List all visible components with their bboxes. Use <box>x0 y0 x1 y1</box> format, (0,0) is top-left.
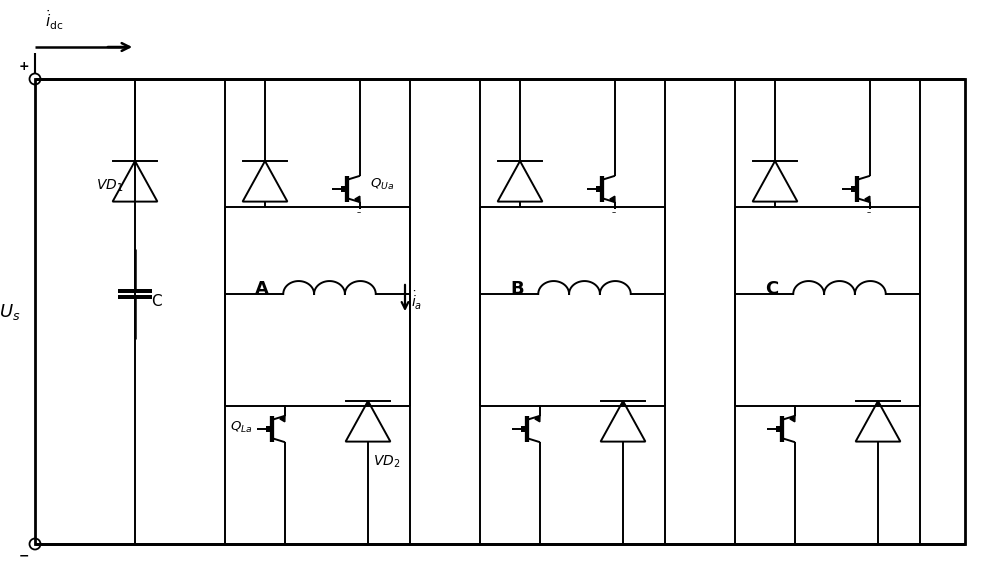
Text: C: C <box>765 280 779 298</box>
Polygon shape <box>790 416 795 422</box>
Text: −: − <box>19 549 29 563</box>
Bar <box>341 185 347 192</box>
Text: –: – <box>612 208 616 217</box>
Bar <box>266 426 272 432</box>
Text: +: + <box>19 60 29 73</box>
Text: $VD_1$: $VD_1$ <box>96 178 123 194</box>
Bar <box>851 185 857 192</box>
Text: C: C <box>151 294 162 309</box>
Text: $\dot{i}_{\rm dc}$: $\dot{i}_{\rm dc}$ <box>45 9 63 32</box>
Bar <box>596 185 602 192</box>
Polygon shape <box>355 196 360 202</box>
Text: $VD_2$: $VD_2$ <box>373 453 400 470</box>
Text: $Q_{La}$: $Q_{La}$ <box>230 420 253 435</box>
Bar <box>35 79 965 544</box>
Text: $\dot{i}_a$: $\dot{i}_a$ <box>411 290 422 312</box>
Text: –: – <box>282 401 286 410</box>
Text: B: B <box>510 280 524 298</box>
Text: A: A <box>255 280 269 298</box>
Polygon shape <box>865 196 870 202</box>
Text: $Q_{Ua}$: $Q_{Ua}$ <box>370 177 394 192</box>
Text: –: – <box>357 208 361 217</box>
Bar <box>776 426 782 432</box>
Text: –: – <box>537 401 541 410</box>
Text: $U_s$: $U_s$ <box>0 301 20 321</box>
Text: –: – <box>792 401 796 410</box>
Bar <box>521 426 527 432</box>
Polygon shape <box>610 196 615 202</box>
Text: –: – <box>867 208 871 217</box>
Polygon shape <box>280 416 285 422</box>
Polygon shape <box>535 416 540 422</box>
